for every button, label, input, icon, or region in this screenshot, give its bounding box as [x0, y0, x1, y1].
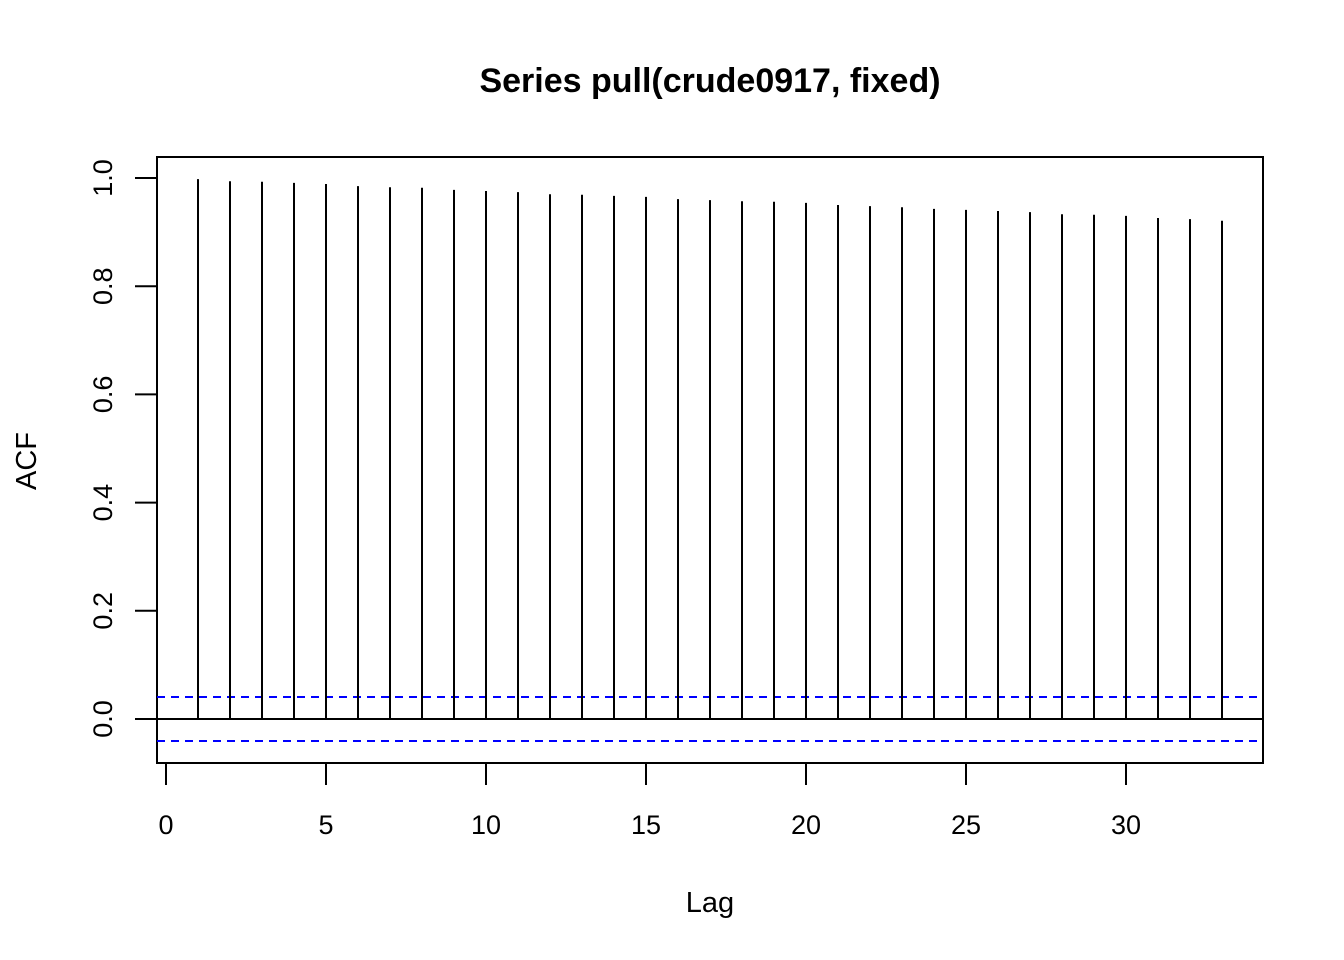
y-tick-label: 0.0	[88, 700, 118, 738]
y-tick-label: 0.6	[88, 376, 118, 414]
x-tick-label: 10	[471, 810, 501, 840]
x-tick-label: 5	[318, 810, 333, 840]
x-tick-label: 0	[158, 810, 173, 840]
x-axis-label: Lag	[686, 887, 734, 919]
x-tick-label: 15	[631, 810, 661, 840]
x-tick-label: 20	[791, 810, 821, 840]
x-tick-label: 30	[1111, 810, 1141, 840]
y-tick-label: 1.0	[88, 159, 118, 197]
y-tick-label: 0.4	[88, 484, 118, 522]
x-tick-label: 25	[951, 810, 981, 840]
y-tick-label: 0.2	[88, 592, 118, 630]
y-axis-label: ACF	[11, 432, 43, 490]
chart-title: Series pull(crude0917, fixed)	[479, 62, 940, 100]
y-tick-label: 0.8	[88, 267, 118, 305]
